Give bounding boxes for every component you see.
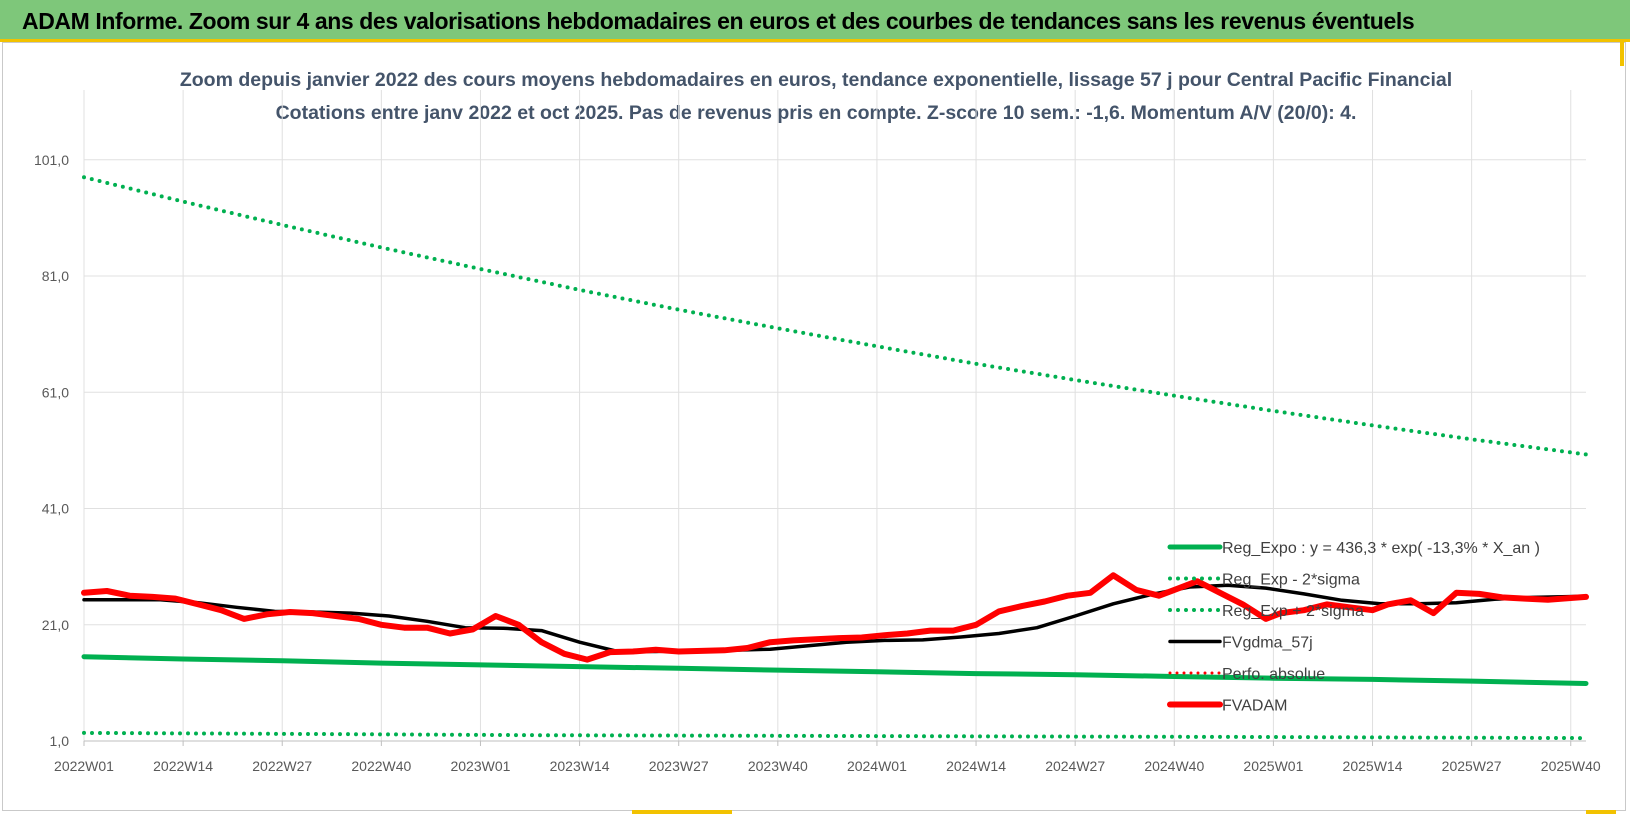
legend-label: Reg_Exp + 2*sigma [1222,603,1364,620]
legend-label: Reg_Exp - 2*sigma [1222,572,1360,589]
axes: 1,0 21,0 41,0 61,0 81,0 101,0 2022W01 2022W14 20… [34,152,1601,774]
y-tick-label: 21,0 [42,617,69,633]
x-tick-label: 2023W01 [450,758,510,774]
frame-corner-mark [1620,40,1624,66]
x-tick-label: 2025W27 [1442,758,1502,774]
x-tick-label: 2022W27 [252,758,312,774]
y-tick-label: 41,0 [42,501,69,517]
series-layer [81,175,1589,741]
x-tick-label: 2022W14 [153,758,213,774]
legend-label: FVgdma_57j [1222,635,1313,652]
series-reg-exp-2-sigma [82,730,1588,741]
x-tick-label: 2022W01 [54,758,114,774]
chart-subtitle: Cotations entre janv 2022 et oct 2025. P… [276,102,1357,124]
legend-label: Reg_Expo : y = 436,3 * exp( -13,3% * X_a… [1222,540,1540,557]
series-reg-exp-2-sigma [82,175,1588,457]
y-tick-label: 81,0 [42,268,69,284]
x-tick-label: 2024W40 [1144,758,1204,774]
legend: Reg_Expo : y = 436,3 * exp( -13,3% * X_a… [1167,540,1540,715]
x-tick-label: 2022W40 [351,758,411,774]
x-tick-label: 2024W01 [847,758,907,774]
series-reg-expo [81,654,1589,686]
series-fvadam [81,572,1589,663]
legend-label: FVADAM [1222,698,1287,715]
y-tick-label: 61,0 [42,384,69,400]
x-tick-label: 2025W01 [1243,758,1303,774]
header-banner: ADAM Informe. Zoom sur 4 ans des valoris… [0,0,1630,42]
frame-corner-mark [1586,810,1616,814]
x-tick-label: 2023W40 [748,758,808,774]
legend-label: Perfo. absolue [1222,666,1325,683]
x-tick-label: 2024W27 [1045,758,1105,774]
series-fvgdma-57j [82,583,1588,654]
x-tick-label: 2025W14 [1343,758,1403,774]
chart-frame [2,42,1626,811]
y-tick-label: 1,0 [50,733,70,749]
x-tick-label: 2025W40 [1541,758,1601,774]
frame-corner-mark [632,810,732,814]
banner-title: ADAM Informe. Zoom sur 4 ans des valoris… [22,8,1415,34]
y-tick-label: 101,0 [34,152,69,168]
x-tick-label: 2024W14 [946,758,1006,774]
x-tick-label: 2023W14 [550,758,610,774]
chart-title: Zoom depuis janvier 2022 des cours moyen… [180,69,1452,91]
x-tick-label: 2023W27 [649,758,709,774]
grid [83,90,1586,741]
